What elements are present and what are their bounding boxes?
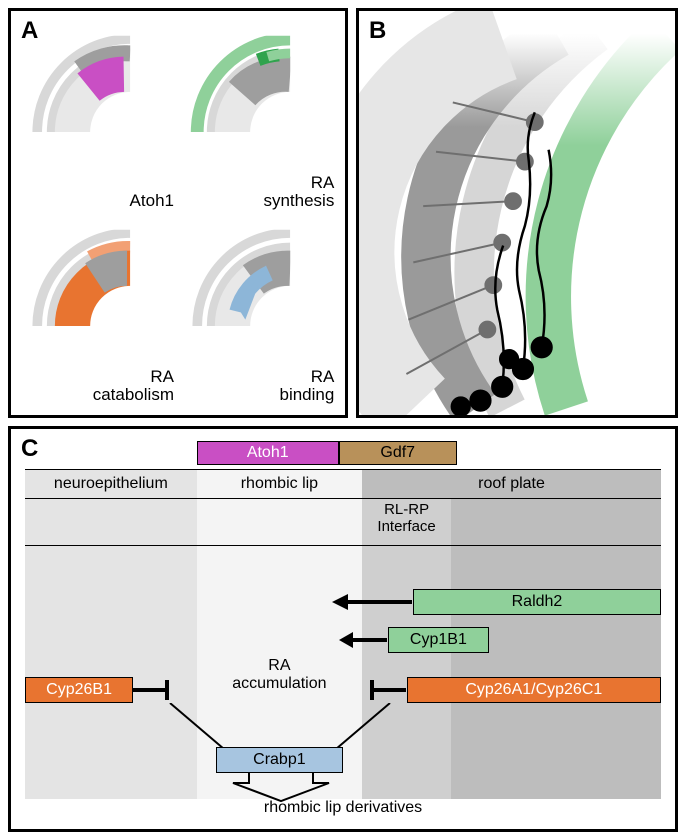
- quad-atoh1-label: Atoh1: [130, 192, 174, 211]
- arrow-raldh2: [330, 589, 413, 615]
- panel-c-body: RL-RP Interface Raldh2 Cyp1B1 Cyp26B1 Cy…: [25, 499, 661, 799]
- region-roof-plate: roof plate: [362, 469, 661, 499]
- enzyme-cyp1b1: Cyp1B1: [388, 627, 490, 653]
- enzyme-raldh2: Raldh2: [413, 589, 661, 615]
- quad-ra-binding: RA binding: [178, 213, 338, 407]
- quad-atoh1: Atoh1: [18, 19, 178, 213]
- region-neuroepithelium: neuroepithelium: [25, 469, 197, 499]
- gene-gdf7: Gdf7: [339, 441, 457, 465]
- enzyme-crabp1: Crabp1: [216, 747, 343, 773]
- enzyme-cyp26b1: Cyp26B1: [25, 677, 133, 703]
- arc-atoh1: [18, 19, 178, 213]
- panel-c-content: Atoh1 Gdf7 neuroepithelium rhombic lip r…: [25, 441, 661, 817]
- interface-label: RL-RP Interface: [362, 501, 451, 535]
- enzyme-cyp26a1c1: Cyp26A1/Cyp26C1: [407, 677, 661, 703]
- tbar-cyp26a1c1: [362, 677, 407, 703]
- quad-ra-binding-label: RA binding: [280, 368, 335, 405]
- panel-b-diagram: [359, 11, 675, 415]
- quad-ra-catabolism-label: RA catabolism: [93, 368, 174, 405]
- panel-b: B: [356, 8, 678, 418]
- interface-underline: [25, 545, 661, 546]
- region-rhombic-lip: rhombic lip: [197, 469, 362, 499]
- quad-ra-catabolism: RA catabolism: [18, 213, 178, 407]
- col-neuro: [25, 499, 197, 799]
- gene-bar: Atoh1 Gdf7: [197, 441, 661, 465]
- quad-ra-synthesis: RA synthesis: [178, 19, 338, 213]
- ra-accumulation-label: RA accumulation: [197, 657, 362, 693]
- panel-a: A Atoh1: [8, 8, 348, 418]
- tbar-cyp26b1: [133, 677, 178, 703]
- funnel-lines: [152, 703, 406, 753]
- gene-atoh1: Atoh1: [197, 441, 339, 465]
- region-bar: neuroepithelium rhombic lip roof plate: [25, 469, 661, 499]
- quad-ra-synthesis-label: RA synthesis: [263, 174, 334, 211]
- panel-b-label: B: [369, 17, 386, 45]
- bottom-label: rhombic lip derivatives: [25, 799, 661, 817]
- panel-c: C Atoh1 Gdf7 neuroepithelium rhombic lip…: [8, 426, 678, 832]
- arrow-cyp1b1: [337, 627, 388, 653]
